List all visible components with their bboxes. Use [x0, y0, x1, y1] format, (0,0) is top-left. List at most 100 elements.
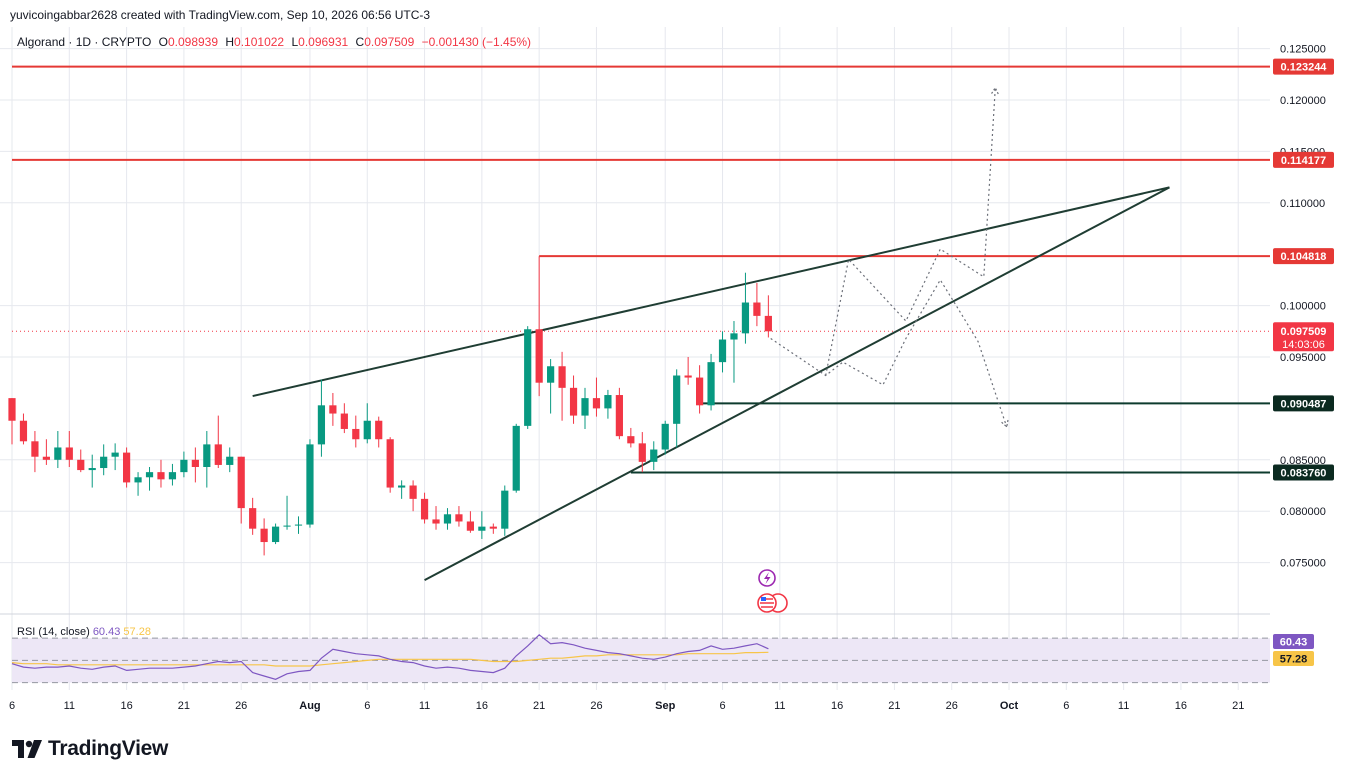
- close-label: C: [355, 35, 365, 49]
- level-price-label: 0.083760: [1281, 468, 1327, 480]
- candle-body: [191, 459, 199, 467]
- time-tick-label: 11: [774, 700, 785, 712]
- candle: [730, 321, 738, 383]
- tradingview-logo[interactable]: TradingView: [12, 737, 168, 761]
- candle-body: [604, 395, 612, 409]
- candle-body: [466, 521, 474, 531]
- candle-body: [741, 302, 750, 334]
- rsi-series: [11, 634, 769, 680]
- price-tick-label: 0.085000: [1280, 455, 1326, 467]
- level-price-label-bg: [1273, 58, 1334, 75]
- candle: [111, 443, 119, 471]
- candle-body: [180, 459, 188, 473]
- candle-body: [123, 452, 131, 483]
- candle: [375, 416, 383, 448]
- candle: [306, 439, 314, 528]
- candle: [100, 444, 108, 476]
- rsi-legend: RSI (14, close) 60.43 57.28: [17, 626, 151, 638]
- candle-body: [19, 420, 28, 442]
- time-tick-label: 21: [1232, 700, 1244, 712]
- candle-body: [524, 329, 532, 426]
- candle-body: [696, 377, 704, 406]
- candle: [684, 357, 692, 385]
- candle-body: [707, 362, 715, 406]
- candle: [329, 392, 337, 426]
- projection-path: [825, 87, 996, 376]
- candle: [615, 387, 623, 440]
- candle: [673, 369, 681, 448]
- candle-body: [31, 441, 39, 457]
- candle: [294, 516, 303, 534]
- price-axis[interactable]: 0.1250000.1200000.1150000.1100000.100000…: [1280, 44, 1326, 570]
- time-tick-label: Oct: [1000, 700, 1019, 712]
- candle-body: [420, 498, 429, 520]
- candle-body: [615, 395, 623, 437]
- candle: [661, 420, 669, 455]
- candle-body: [8, 398, 16, 421]
- high-value: 0.101022: [234, 35, 285, 49]
- event-icons[interactable]: [757, 569, 788, 613]
- price-tick-label: 0.095000: [1280, 352, 1326, 364]
- candle: [168, 463, 177, 486]
- projection-paths: [770, 86, 1009, 429]
- candle: [501, 485, 509, 536]
- candle: [638, 432, 646, 473]
- candle-body: [650, 449, 658, 462]
- candle-body: [329, 405, 337, 414]
- time-tick-label: 11: [64, 700, 75, 712]
- candle-body: [455, 514, 463, 522]
- candle: [283, 495, 291, 530]
- candle: [271, 523, 280, 545]
- candle-body: [718, 339, 727, 363]
- candle: [420, 492, 429, 524]
- candle-body: [157, 472, 165, 480]
- time-tick-label: 26: [590, 700, 602, 712]
- candle: [191, 447, 199, 483]
- rsi-title[interactable]: RSI (14, close): [17, 626, 90, 638]
- candle-body: [398, 485, 406, 488]
- candle: [237, 456, 245, 524]
- price-tick-label: 0.080000: [1280, 506, 1326, 518]
- candle: [696, 365, 704, 414]
- horizontal-levels: [12, 65, 1270, 474]
- level-price-label-bg: [1273, 464, 1334, 481]
- candle: [352, 415, 360, 448]
- tradingview-logo-icon: [12, 740, 42, 758]
- rsi-value-tag: 60.43: [1280, 637, 1308, 649]
- level-price-label: 0.114177: [1281, 155, 1326, 167]
- candle-body: [501, 490, 509, 529]
- open-label: O: [158, 35, 168, 49]
- open-value: 0.098939: [167, 35, 219, 49]
- time-axis[interactable]: 6 11 16 21 26 Aug 6 11 16 21 26 Sep 6 11 16 21 26 Oct 6 11 1…: [9, 700, 1244, 712]
- time-tick-label: 21: [533, 700, 545, 712]
- lightning-icon: [764, 572, 771, 584]
- time-tick-label: 26: [235, 700, 247, 712]
- candle: [718, 331, 727, 373]
- rsi-ma-legend-value: 57.28: [123, 626, 151, 638]
- candle-body: [558, 366, 566, 388]
- candle: [604, 389, 612, 419]
- projection-arrowhead: [1001, 419, 1009, 429]
- candle: [569, 375, 578, 424]
- symbol-title[interactable]: Algorand · 1D · CRYPTO: [17, 35, 152, 49]
- candle: [707, 353, 715, 411]
- candle-body: [581, 398, 589, 416]
- rsi-value-tag-bg: [1273, 634, 1314, 649]
- low-label: L: [291, 35, 299, 49]
- time-tick-label: 11: [419, 700, 430, 712]
- candle-body: [627, 436, 635, 444]
- candle-body: [764, 315, 772, 332]
- ohlc-legend: Algorand · 1D · CRYPTO O0.098939 H0.1010…: [17, 35, 535, 49]
- tradingview-brand: TradingView: [48, 737, 169, 760]
- candle: [443, 508, 452, 530]
- candle: [466, 511, 474, 533]
- candle: [19, 413, 28, 445]
- candle: [455, 506, 463, 527]
- time-tick-label: Aug: [299, 700, 320, 712]
- candle-body: [283, 525, 291, 527]
- candle-body: [111, 452, 119, 457]
- candle: [157, 459, 165, 488]
- candle-body: [661, 423, 669, 450]
- rsi-ma-tag: 57.28: [1280, 654, 1308, 666]
